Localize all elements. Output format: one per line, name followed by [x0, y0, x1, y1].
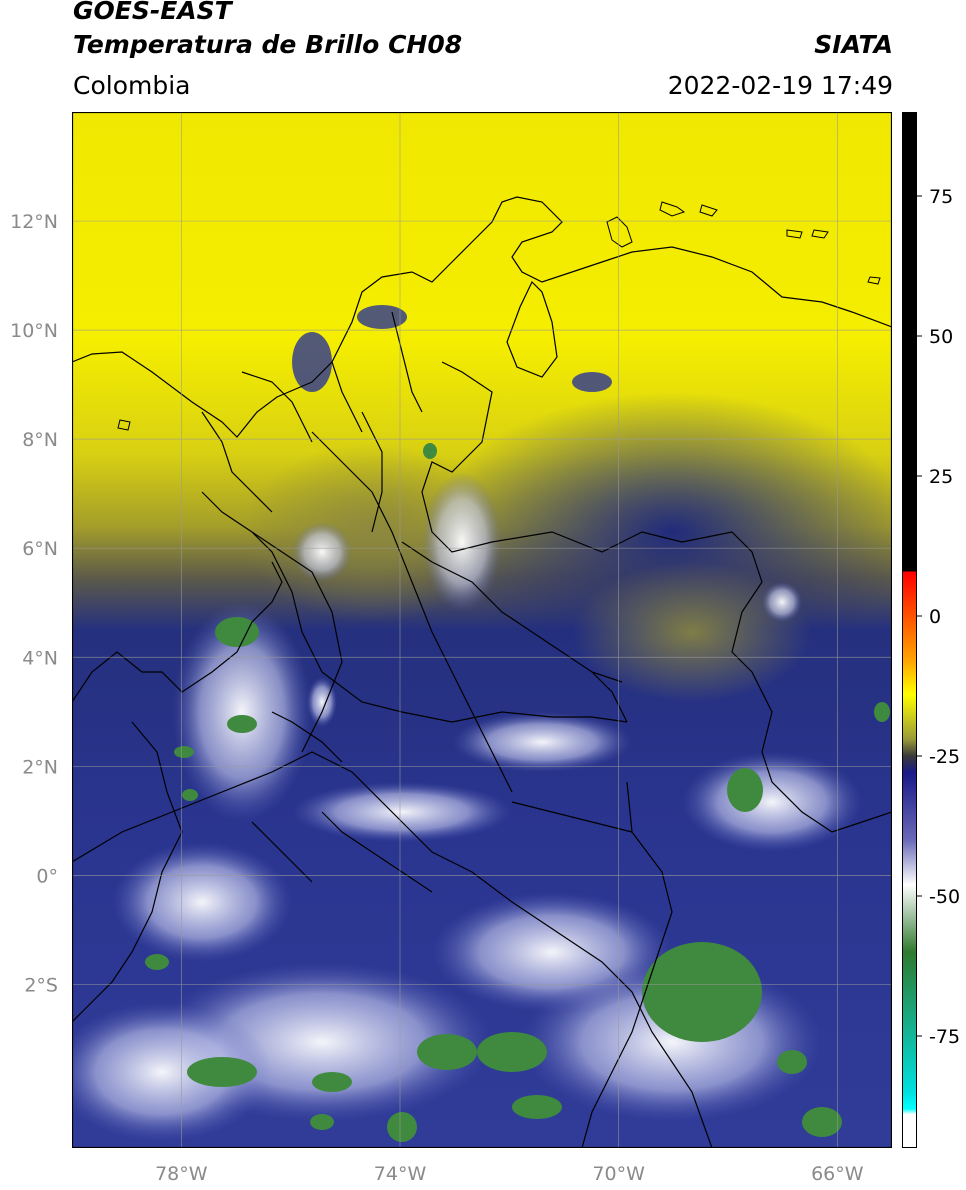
lon-tick-label: 74°W: [374, 1163, 427, 1185]
lon-tick-label: 70°W: [592, 1163, 645, 1185]
colorbar-tick-label: -50: [929, 886, 960, 908]
colorbar-ticks: 75 50 25 0 -25 -50 -75: [917, 186, 960, 1048]
cloud-white-11: [52, 1002, 272, 1142]
cloud-white-5: [682, 752, 862, 852]
timestamp: 2022-02-19 17:49: [667, 71, 893, 100]
lat-tick-label: 8°N: [22, 429, 58, 451]
cloud-white-2: [112, 842, 292, 962]
colorbar-tick-label: -75: [929, 1026, 960, 1048]
graticule: [72, 112, 892, 1148]
region-label: Colombia: [73, 71, 191, 100]
colorbar-tick-label: -25: [929, 746, 960, 768]
lon-tick-label: 78°W: [155, 1163, 208, 1185]
cloud-dark-3: [572, 372, 612, 392]
satellite-map: [52, 111, 912, 1149]
cold-cells: [145, 443, 890, 1142]
islands: [117, 201, 881, 431]
cloud-white-12: [762, 582, 802, 622]
cloud-white-6: [452, 712, 632, 772]
colorbar-fill: [902, 112, 917, 1148]
source-label: SIATA: [814, 30, 893, 59]
cloud-dark-1: [292, 332, 332, 392]
colorbar-frame: [902, 112, 917, 1148]
title-line1: GOES-EAST: [73, 0, 232, 25]
cloud-white-13: [307, 677, 337, 727]
lat-tick-label: 2°S: [24, 974, 58, 996]
lon-tick-label: 66°W: [811, 1163, 864, 1185]
lat-tick-label: 10°N: [10, 320, 58, 342]
cloud-white-3: [292, 522, 352, 582]
latitude-labels: 12°N 10°N 8°N 6°N 4°N 2°N 0° 2°S: [10, 211, 58, 996]
colorbar: [902, 112, 917, 1148]
colorbar-tick-label: 0: [929, 606, 941, 628]
longitude-labels: 78°W 74°W 70°W 66°W: [155, 1163, 864, 1185]
borders: [71, 196, 893, 1149]
lat-tick-label: 12°N: [10, 211, 58, 233]
lat-tick-label: 4°N: [22, 647, 58, 669]
title-line2: Temperatura de Brillo CH08: [73, 30, 463, 59]
cloud-white-4: [422, 472, 502, 612]
colorbar-tick-label: 50: [929, 326, 953, 348]
map-frame: [71, 111, 893, 1149]
colorbar-tick-label: 25: [929, 466, 953, 488]
lat-tick-label: 6°N: [22, 538, 58, 560]
cloud-white-7: [292, 782, 512, 842]
colorbar-tick-label: 75: [929, 186, 953, 208]
lat-tick-label: 2°N: [22, 756, 58, 778]
lat-tick-label: 0°: [36, 865, 58, 887]
